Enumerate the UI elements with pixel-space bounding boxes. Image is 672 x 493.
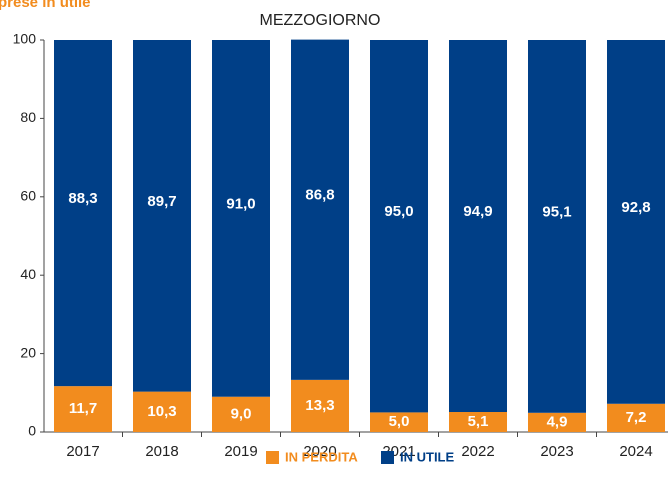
bar-segment: [607, 403, 665, 432]
legend-swatch: [266, 451, 279, 464]
y-tick-label: 40: [20, 266, 36, 282]
bar-segment: [133, 391, 191, 432]
value-label: 94,9: [463, 203, 492, 220]
value-label: 5,0: [389, 413, 410, 430]
bar-segment: [370, 40, 428, 413]
bar-segment: [528, 40, 586, 413]
legend-label: IN PERDITA: [285, 449, 358, 464]
x-tick-label: 2024: [619, 443, 652, 460]
value-label: 92,8: [621, 199, 650, 216]
value-label: 91,0: [226, 195, 255, 212]
bar-segment: [607, 40, 665, 404]
bar-segment: [291, 379, 349, 432]
value-label: 11,7: [69, 400, 97, 417]
bar-segment: [54, 40, 112, 387]
x-tick-label: 2019: [224, 443, 257, 460]
chart-subtitle: MEZZOGIORNO: [260, 12, 381, 29]
legend-label: IN UTILE: [400, 449, 454, 464]
x-tick-label: 2020: [303, 443, 336, 460]
value-label: 95,0: [384, 203, 413, 220]
x-tick-label: 2022: [461, 443, 494, 460]
value-label: 13,3: [305, 397, 334, 414]
value-label: 89,7: [147, 193, 176, 210]
bar-segment: [212, 396, 270, 432]
y-tick-label: 60: [20, 188, 36, 204]
y-tick-label: 100: [13, 31, 37, 47]
x-tick-label: 2023: [540, 443, 573, 460]
value-label: 10,3: [147, 403, 176, 420]
legend-swatch: [381, 451, 394, 464]
bar-segment: [133, 40, 191, 392]
value-label: 9,0: [231, 405, 252, 422]
y-tick-label: 80: [20, 109, 36, 125]
y-tick-label: 20: [20, 344, 36, 360]
value-label: 4,9: [547, 413, 568, 430]
bar-segment: [528, 412, 586, 432]
x-tick-label: 2018: [145, 443, 178, 460]
value-label: 95,1: [542, 203, 571, 220]
bar-segment: [449, 40, 507, 413]
x-tick-label: 2017: [66, 443, 99, 460]
value-label: 5,1: [468, 413, 489, 430]
value-label: 86,8: [305, 187, 334, 204]
bar-segment: [54, 386, 112, 432]
value-label: 88,3: [68, 190, 97, 207]
y-tick-label: 0: [28, 423, 36, 439]
value-label: 7,2: [626, 409, 647, 426]
bar-segment: [370, 412, 428, 432]
chart-title: prese in utile: [0, 0, 91, 11]
bar-segment: [212, 40, 270, 397]
bar-segment: [291, 39, 349, 380]
bar-segment: [449, 412, 507, 432]
